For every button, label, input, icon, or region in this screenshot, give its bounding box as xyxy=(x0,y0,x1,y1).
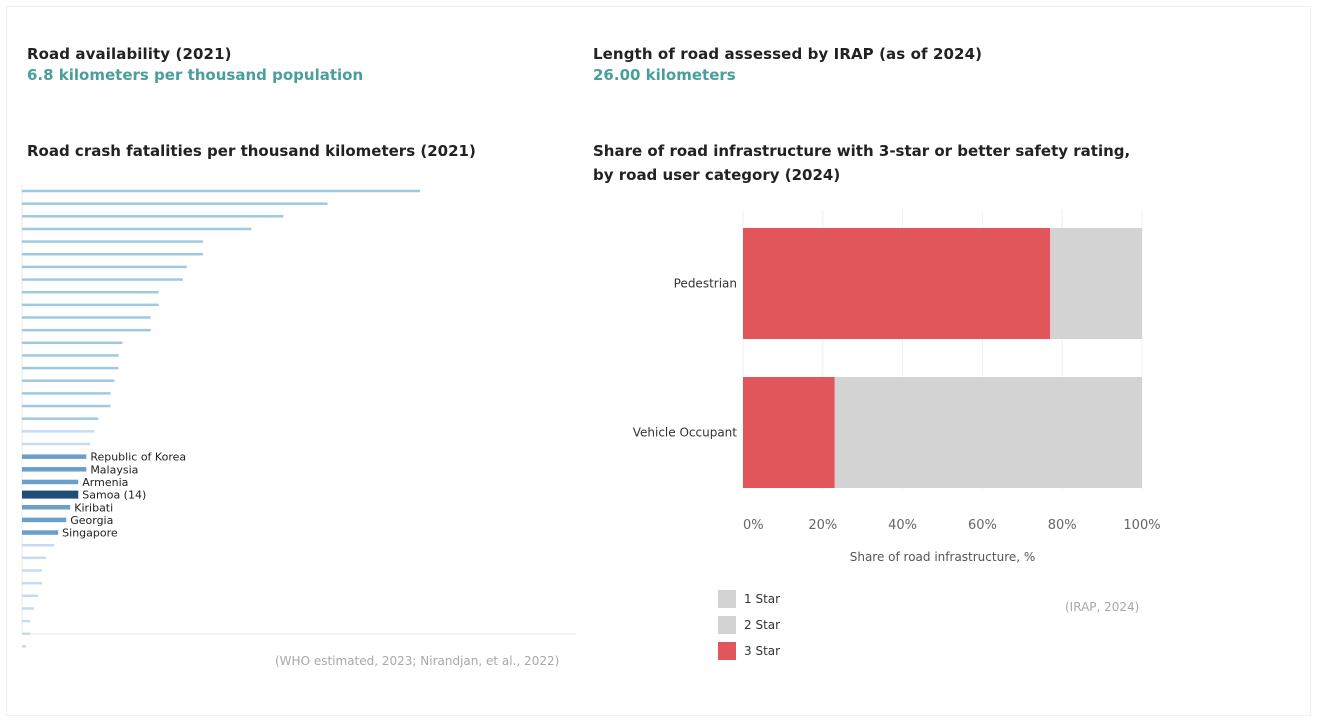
stat-label: Length of road assessed by IRAP (as of 2… xyxy=(593,45,983,63)
1-star-segment[interactable] xyxy=(1050,228,1142,339)
legend-item: 2 Star xyxy=(718,612,780,638)
fatality-bar[interactable] xyxy=(22,240,203,243)
fatality-bar[interactable] xyxy=(22,202,328,205)
1-star-segment[interactable] xyxy=(834,377,1142,488)
fatality-bar[interactable] xyxy=(22,505,71,510)
fatality-bar[interactable] xyxy=(22,379,115,383)
safety-rating-chart: 0% 20% 40% 60% 80% 100% Share of road infrastr… xyxy=(633,210,1161,564)
x-tick-label: 0% xyxy=(743,518,764,533)
fatality-bar[interactable] xyxy=(22,341,123,345)
fatality-bar[interactable] xyxy=(22,227,252,231)
fatality-bar[interactable] xyxy=(22,316,151,319)
fatality-bar[interactable] xyxy=(22,479,79,485)
fatality-bar[interactable] xyxy=(22,417,99,420)
fatality-bar[interactable] xyxy=(22,278,183,281)
legend-label: 1 Star xyxy=(744,592,781,606)
fatality-bar[interactable] xyxy=(22,430,95,433)
bar-label: Malaysia xyxy=(90,463,138,476)
stat-label: Road availability (2021) xyxy=(27,45,232,63)
legend-swatch xyxy=(718,616,736,634)
fatality-bar[interactable] xyxy=(22,543,55,547)
legend-item: 3 Star xyxy=(718,638,780,664)
bar-label: Singapore xyxy=(62,527,118,540)
fatality-bar[interactable] xyxy=(22,607,35,610)
fatality-bar[interactable] xyxy=(22,556,47,560)
bar-label: Armenia xyxy=(82,476,128,489)
x-tick-label: 20% xyxy=(808,518,837,533)
title-line-1: Share of road infrastructure with 3-star… xyxy=(593,142,1131,160)
category-label: Vehicle Occupant xyxy=(633,426,738,440)
fatality-bar[interactable] xyxy=(22,467,87,472)
fatality-bar[interactable] xyxy=(22,632,31,636)
legend-label: 2 Star xyxy=(744,618,781,632)
fatality-bar[interactable] xyxy=(22,530,59,535)
bar-label: Republic of Korea xyxy=(90,451,186,464)
safety-rating-chart-title: Share of road infrastructure with 3-star… xyxy=(593,139,1130,187)
dashboard-frame xyxy=(6,6,1311,716)
title-line-2: by road user category (2024) xyxy=(593,166,841,184)
category-label: Pedestrian xyxy=(674,277,737,291)
road-availability-stat: Road availability (2021) 6.8 kilometers … xyxy=(27,45,363,84)
road-assessed-stat: Length of road assessed by IRAP (as of 2… xyxy=(593,45,982,84)
3-star-segment[interactable] xyxy=(743,228,1051,339)
fatality-bar[interactable] xyxy=(22,581,43,585)
legend-label: 3 Star xyxy=(744,644,781,658)
bar-label: Kiribati xyxy=(74,501,113,514)
fatality-bar[interactable] xyxy=(22,290,159,294)
fatality-bar[interactable] xyxy=(22,619,31,623)
x-tick-label: 100% xyxy=(1123,518,1160,533)
stat-value: 26.00 kilometers xyxy=(593,66,736,84)
fatalities-chart-title: Road crash fatalities per thousand kilom… xyxy=(27,142,476,160)
fatality-bar[interactable] xyxy=(22,490,79,499)
fatality-bar[interactable] xyxy=(22,189,420,193)
x-tick-label: 40% xyxy=(888,518,917,533)
fatality-bar[interactable] xyxy=(22,569,43,572)
safety-rating-legend: 1 Star 2 Star 3 Star xyxy=(718,586,780,664)
x-tick-label: 80% xyxy=(1048,518,1077,533)
bar-label: Samoa (14) xyxy=(82,489,146,502)
safety-rating-source: (IRAP, 2024) xyxy=(1065,600,1140,614)
fatality-bar[interactable] xyxy=(22,265,187,269)
bar-label: Georgia xyxy=(70,514,113,527)
3-star-segment[interactable] xyxy=(743,377,835,488)
legend-item: 1 Star xyxy=(718,586,780,612)
stat-value: 6.8 kilometers per thousand population xyxy=(27,66,364,84)
fatality-bar[interactable] xyxy=(22,253,203,256)
fatality-bar[interactable] xyxy=(22,215,284,218)
fatality-bar[interactable] xyxy=(22,442,91,446)
fatality-bar[interactable] xyxy=(22,303,159,307)
fatality-bar[interactable] xyxy=(22,594,39,598)
fatality-bar[interactable] xyxy=(22,392,111,395)
fatality-bar[interactable] xyxy=(22,454,87,459)
fatality-bar[interactable] xyxy=(22,404,111,408)
x-axis-label: Share of road infrastructure, % xyxy=(850,550,1036,564)
fatality-bar[interactable] xyxy=(22,645,27,648)
fatality-bar[interactable] xyxy=(22,366,119,370)
legend-swatch xyxy=(718,590,736,608)
fatality-bar[interactable] xyxy=(22,354,119,357)
fatality-bar[interactable] xyxy=(22,328,151,332)
x-tick-label: 60% xyxy=(968,518,997,533)
legend-swatch xyxy=(718,642,736,660)
fatality-bar[interactable] xyxy=(22,517,67,523)
fatalities-source: (WHO estimated, 2023; Nirandjan, et al.,… xyxy=(275,654,560,668)
